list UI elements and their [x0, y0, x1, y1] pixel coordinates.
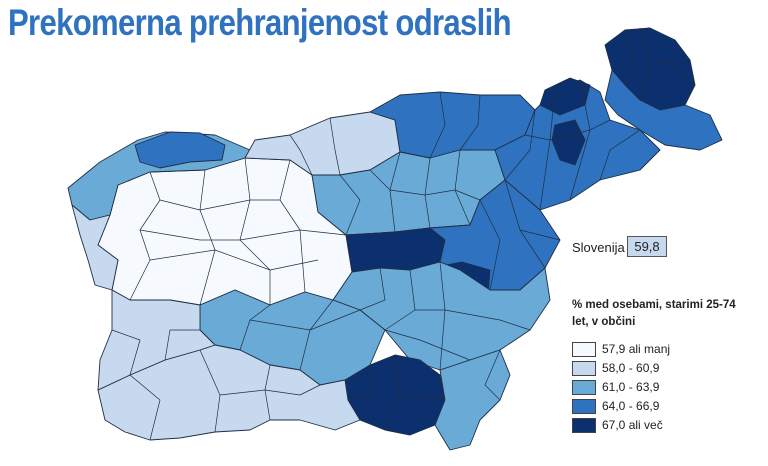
legend-label: 64,0 - 66,9: [602, 399, 660, 413]
legend-label: 67,0 ali več: [602, 418, 663, 432]
national-label: Slovenija: [572, 240, 625, 255]
legend-label: 61,0 - 63,9: [602, 380, 660, 394]
region-ormoz[interactable]: [551, 119, 586, 166]
national-value-box: 59,8: [627, 236, 667, 257]
legend-swatch: [572, 361, 596, 376]
legend-swatch: [572, 418, 596, 433]
legend-swatch: [572, 342, 596, 357]
municipality-borders: [111, 27, 696, 441]
legend-title: % med osebami, starimi 25-74 let, v obči…: [572, 299, 736, 328]
legend-label: 58,0 - 60,9: [602, 361, 660, 375]
region-bovec[interactable]: [134, 131, 226, 169]
legend-swatch: [572, 399, 596, 414]
legend-swatch: [572, 380, 596, 395]
region-goriska[interactable]: [71, 204, 119, 291]
legend-label: 57,9 ali manj: [602, 342, 671, 356]
map-title: Prekomerna prehranjenost odraslih: [8, 2, 512, 43]
region-bela-krajina[interactable]: [434, 349, 511, 451]
